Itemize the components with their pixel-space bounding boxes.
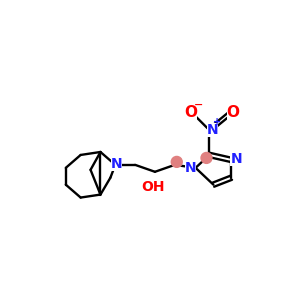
Text: OH: OH [141,180,165,194]
Text: N: N [185,161,197,175]
Text: +: + [213,117,221,127]
Circle shape [171,156,182,167]
Text: O: O [184,105,197,120]
Text: N: N [230,152,242,166]
Text: O: O [227,105,240,120]
Text: N: N [110,157,122,171]
Text: N: N [207,123,218,137]
Text: −: − [194,99,203,110]
Circle shape [201,152,212,164]
